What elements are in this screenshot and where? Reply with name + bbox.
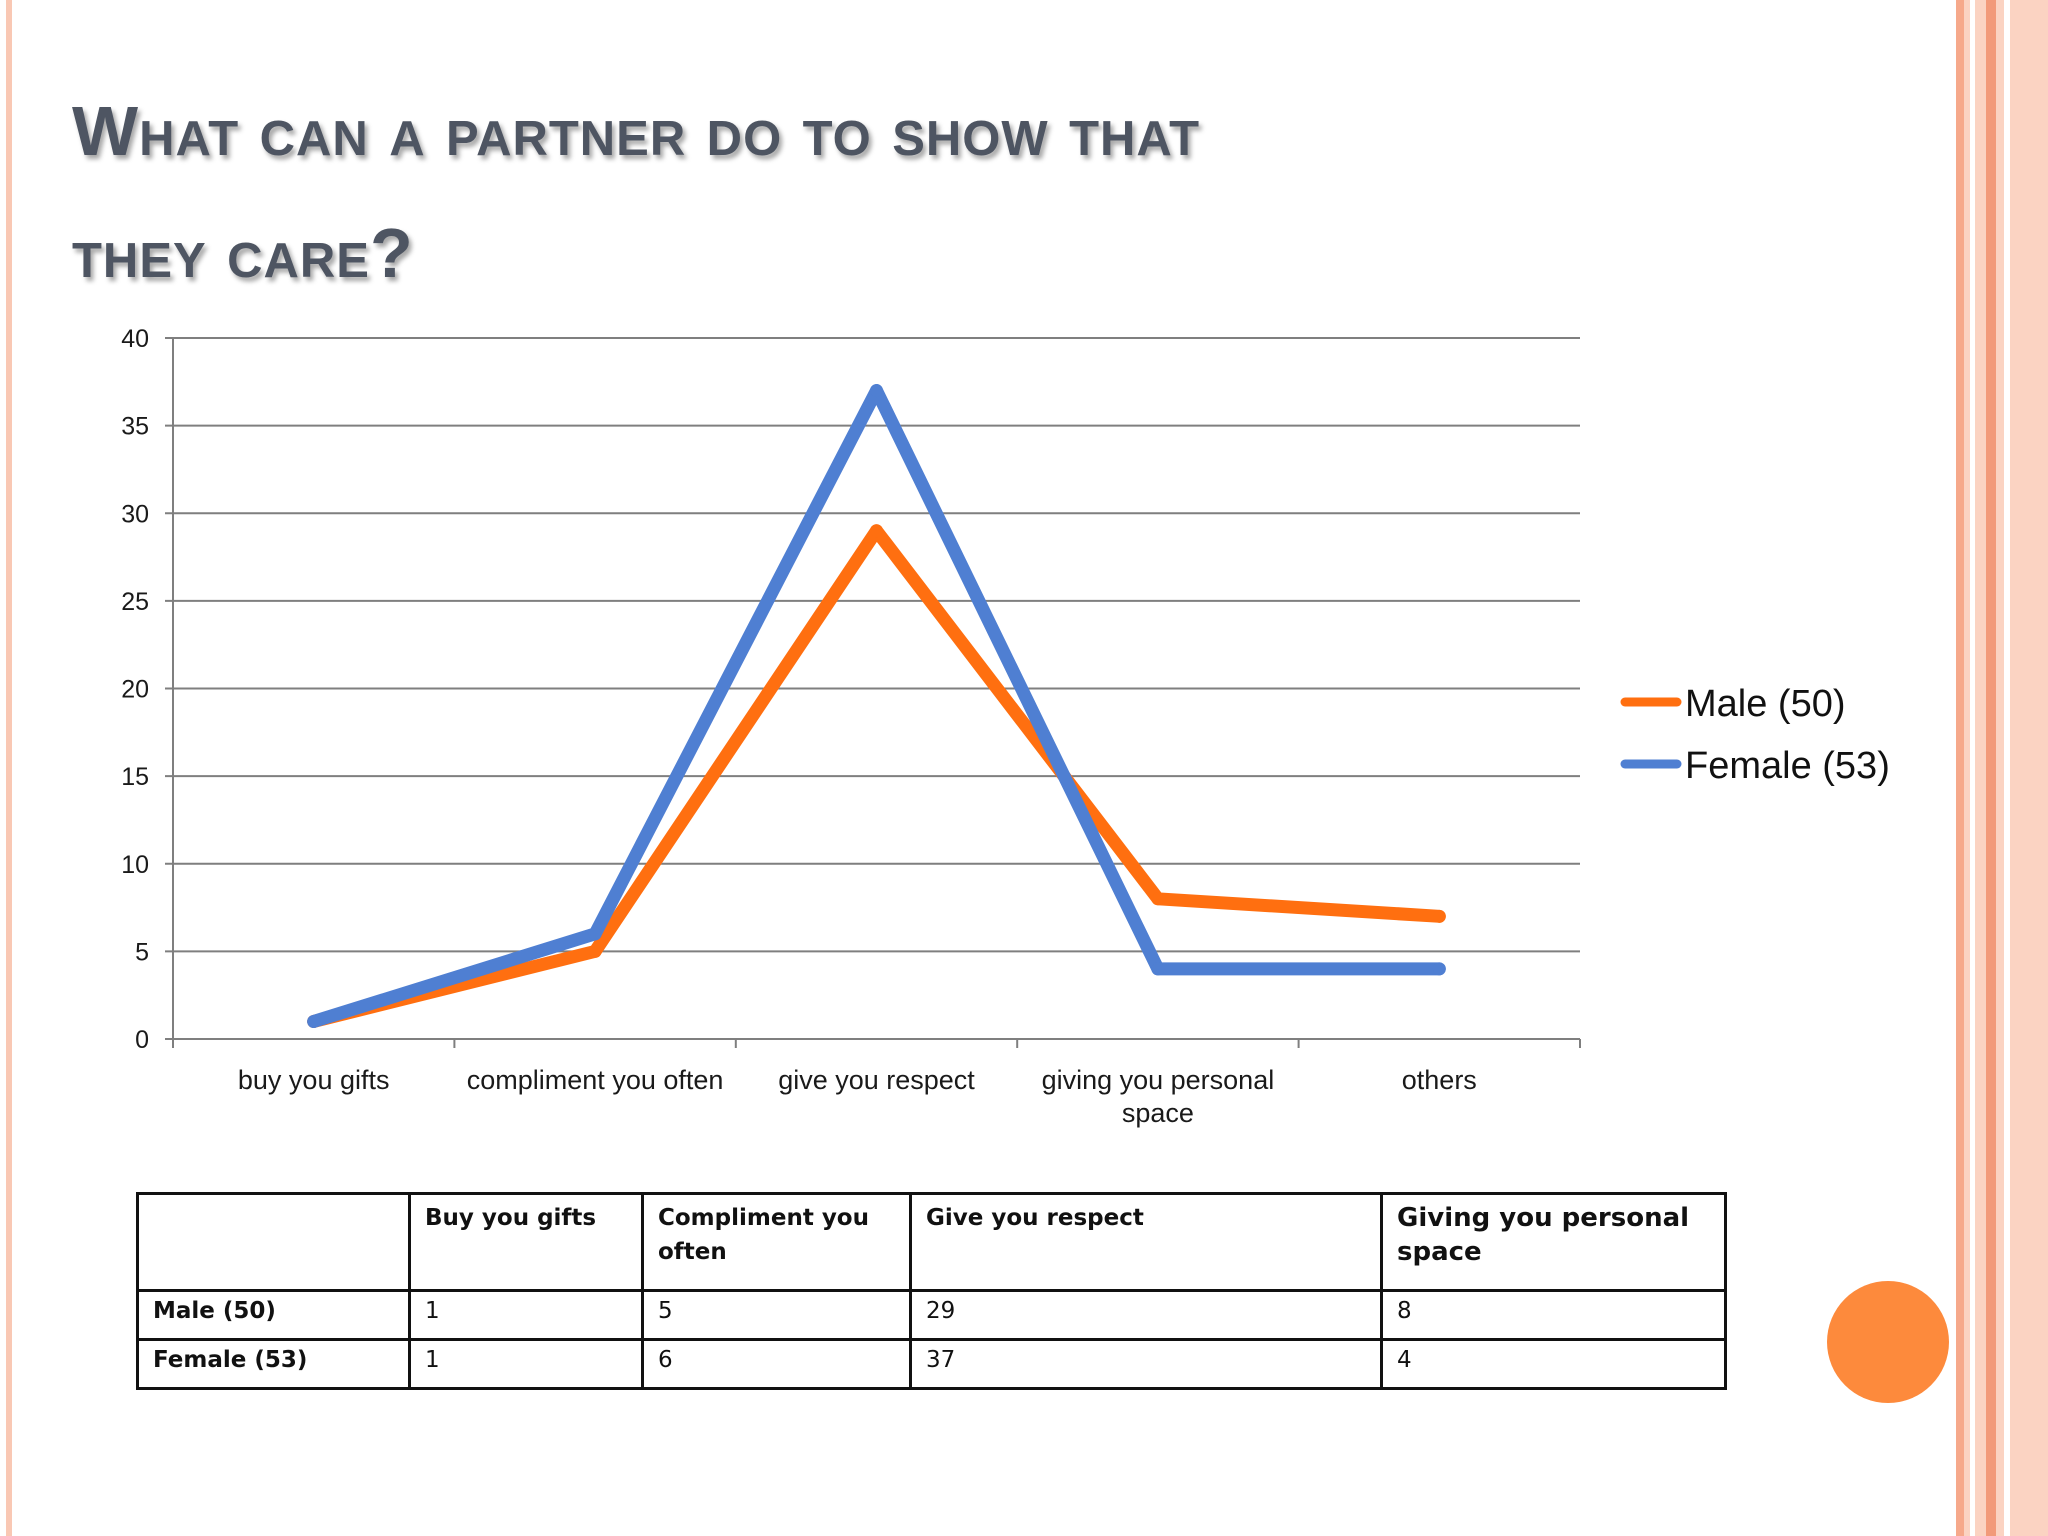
- data-point: [588, 944, 602, 958]
- data-point: [588, 927, 602, 941]
- table-row: Male (50) 1 5 29 8: [136, 1289, 1727, 1341]
- legend-label: Male (50): [1685, 683, 1846, 725]
- x-tick-label: compliment you often: [467, 1065, 724, 1095]
- chart-series: [307, 384, 1446, 1028]
- y-tick-label: 25: [121, 588, 149, 616]
- x-axis-ticks: buy you gifts compliment you often give yo…: [172, 1039, 1581, 1128]
- data-point: [1151, 892, 1165, 906]
- data-point: [870, 524, 883, 538]
- series-line-female: [307, 384, 1446, 1028]
- x-tick-label: giving you personal space: [1042, 1065, 1275, 1128]
- table-cell: 4: [1380, 1338, 1727, 1390]
- table-header-row: Buy you gifts Compliment you often Give …: [136, 1192, 1727, 1292]
- table-cell: 1: [408, 1289, 644, 1341]
- x-tick-label: others: [1402, 1065, 1477, 1095]
- x-tick-label: buy you gifts: [238, 1065, 390, 1095]
- table-header-cell: Compliment you often: [641, 1192, 912, 1292]
- table-header-cell: [136, 1192, 411, 1292]
- decorative-orange-circle: [1827, 1281, 1949, 1403]
- table-cell: 29: [909, 1289, 1383, 1341]
- left-border-stripe: [0, 0, 22, 1536]
- title-line-1: What can a partner do to show that: [72, 92, 1201, 170]
- table-header-cell: Giving you personal space: [1380, 1192, 1727, 1292]
- slide-title: What can a partner do to show that they …: [72, 70, 1892, 314]
- table-row-label: Male (50): [136, 1289, 411, 1341]
- x-tick-label: give you respect: [778, 1065, 975, 1095]
- table-cell: 6: [641, 1338, 912, 1390]
- table-header-cell: Buy you gifts: [408, 1192, 644, 1292]
- table-cell: 8: [1380, 1289, 1727, 1341]
- table-cell: 37: [909, 1338, 1383, 1390]
- data-table: Buy you gifts Compliment you often Give …: [136, 1192, 1727, 1390]
- right-border-decoration: [1956, 0, 2048, 1536]
- y-tick-label: 10: [121, 851, 149, 879]
- y-tick-label: 5: [135, 938, 149, 966]
- table-header-cell: Give you respect: [909, 1192, 1383, 1292]
- chart-gridlines: [173, 337, 1580, 953]
- chart-legend: Male (50) Female (53): [1620, 683, 1890, 787]
- y-tick-label: 30: [121, 500, 149, 528]
- y-tick-label: 0: [135, 1026, 149, 1054]
- data-point: [1432, 962, 1446, 976]
- data-point: [307, 1014, 321, 1028]
- data-point: [1432, 909, 1446, 923]
- data-point: [1151, 962, 1165, 976]
- table-row-label: Female (53): [136, 1338, 411, 1390]
- y-tick-label: 40: [121, 325, 149, 353]
- table-cell: 5: [641, 1289, 912, 1341]
- y-tick-label: 20: [121, 676, 149, 704]
- y-tick-label: 35: [121, 413, 149, 441]
- data-point: [870, 384, 883, 398]
- y-tick-label: 15: [121, 763, 149, 791]
- table-row: Female (53) 1 6 37 4: [136, 1338, 1727, 1390]
- table-cell: 1: [408, 1338, 644, 1390]
- y-axis-ticks: 0 5 10 15 20 25 30 35 40: [121, 325, 173, 1054]
- line-chart: 0 5 10 15 20 25 30 35 40 buy you gifts compliment…: [121, 325, 1890, 1128]
- title-line-2: they care?: [72, 214, 414, 292]
- legend-label: Female (53): [1685, 745, 1890, 787]
